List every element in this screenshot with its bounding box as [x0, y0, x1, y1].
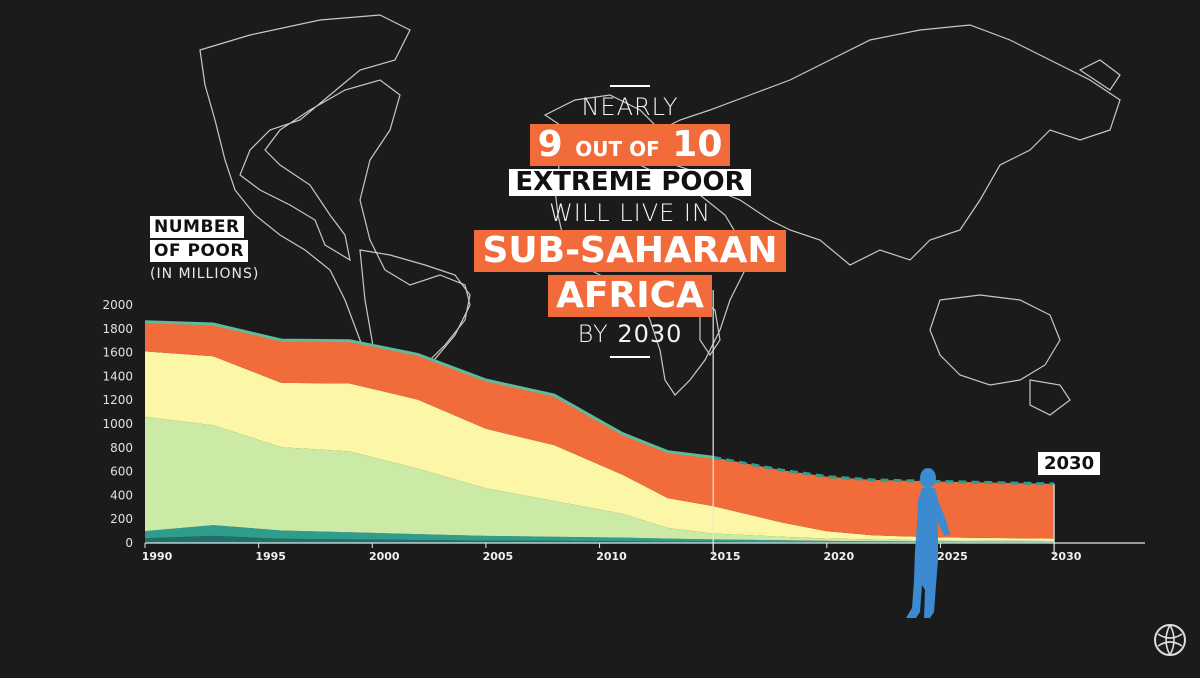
- x-tick-label: 2015: [710, 550, 741, 563]
- y-tick-label: 1800: [102, 322, 133, 336]
- headline-line-1: NEARLY: [581, 93, 679, 121]
- y-tick-label: 0: [125, 536, 133, 550]
- x-tick-label: 2005: [483, 550, 514, 563]
- area-series-3: [145, 351, 1055, 541]
- headline-line-5: SUB-SAHARAN: [474, 230, 786, 272]
- x-tick-label: 2020: [824, 550, 855, 563]
- area-series-0: [145, 535, 1055, 543]
- area-series-2: [145, 416, 1055, 542]
- year-2030-badge: 2030: [1038, 452, 1101, 475]
- x-tick-label: 2025: [937, 550, 968, 563]
- headline-line-2: 9 OUT OF 10: [529, 124, 731, 166]
- x-tick-label: 2010: [596, 550, 627, 563]
- headline-line-3: EXTREME POOR: [509, 168, 751, 197]
- y-tick-label: 200: [110, 512, 133, 526]
- stacked-area-series: [144, 320, 1055, 543]
- y-tick-label: 1000: [102, 417, 133, 431]
- person-silhouette: [906, 468, 950, 618]
- y-axis-title: NUMBER OF POOR (IN MILLIONS): [150, 216, 259, 282]
- y-tick-label: 600: [110, 465, 133, 479]
- headline-year: 2030: [617, 319, 683, 348]
- y-title-unit: (IN MILLIONS): [150, 266, 260, 282]
- total-line-observed: [144, 320, 714, 459]
- world-bank-globe-icon: [1154, 624, 1186, 656]
- headline-nine: 9: [537, 124, 563, 165]
- area-series-4: [145, 321, 1055, 539]
- y-title-line-1: NUMBER: [150, 216, 244, 238]
- area-series-1: [145, 525, 1055, 543]
- headline: NEARLY 9 OUT OF 10 EXTREME POOR WILL LIV…: [440, 85, 820, 358]
- y-tick-label: 2000: [102, 298, 133, 312]
- headline-line-4: WILL LIVE IN: [549, 199, 711, 228]
- y-tick-label: 1600: [102, 346, 133, 360]
- y-title-line-2: OF POOR: [150, 240, 248, 262]
- headline-by: BY: [577, 319, 609, 348]
- y-tick-label: 1400: [102, 369, 133, 383]
- chart-axes: 1990 1995 2000 2005 2010 2015 2020 2025 2030 0 200…: [102, 298, 1145, 563]
- x-tick-label: 1990: [142, 550, 173, 563]
- headline-ten: 10: [672, 124, 723, 165]
- total-line-projected: [712, 455, 1055, 486]
- y-tick-label: 400: [110, 488, 133, 502]
- headline-bottom-rule: [610, 355, 650, 358]
- y-tick-label: 800: [110, 441, 133, 455]
- headline-line-6: AFRICA: [548, 274, 712, 317]
- x-tick-label: 2030: [1051, 550, 1082, 563]
- headline-line-7: BY 2030: [440, 320, 820, 348]
- y-tick-label: 1200: [102, 393, 133, 407]
- headline-out-of: OUT OF: [575, 137, 660, 161]
- headline-top-rule: [610, 85, 650, 87]
- x-tick-label: 2000: [369, 550, 400, 563]
- x-tick-label: 1995: [255, 550, 286, 563]
